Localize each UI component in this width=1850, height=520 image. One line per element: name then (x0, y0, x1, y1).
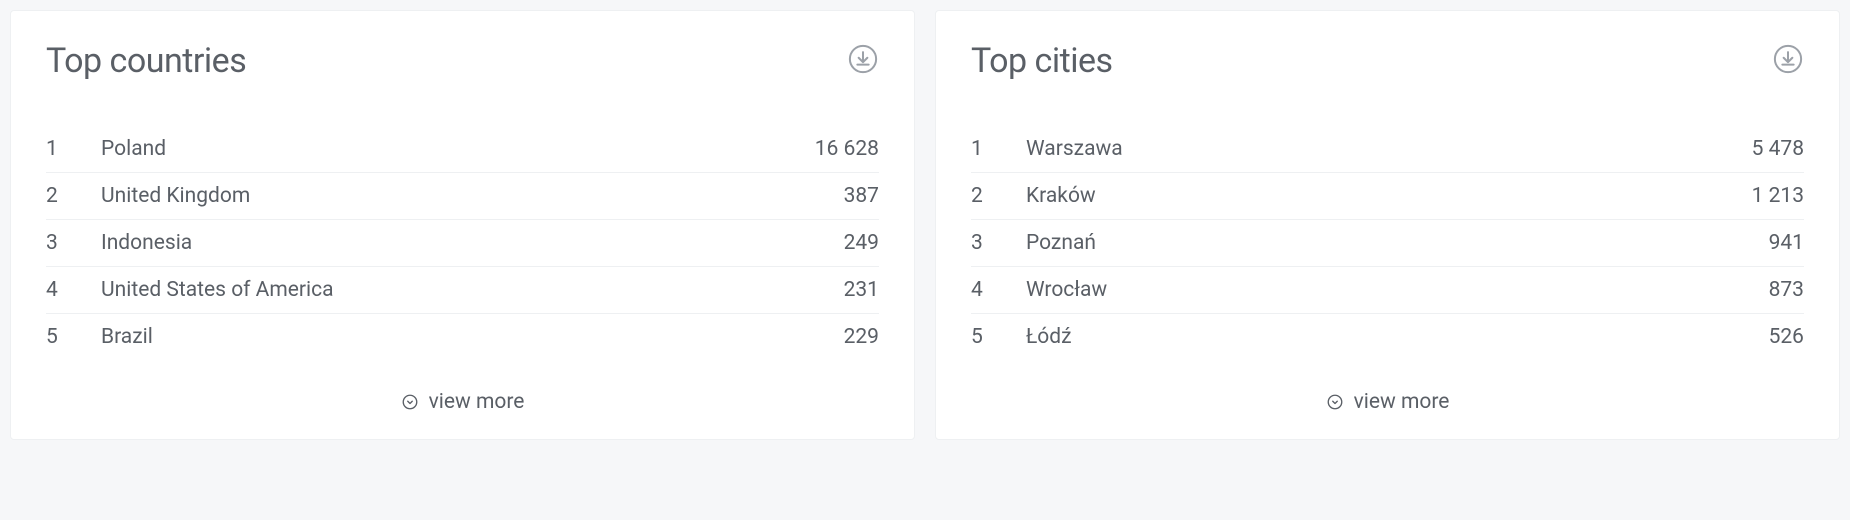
top-cities-panel: Top cities 1 Warszawa 5 478 2 Kraków (935, 10, 1840, 440)
download-icon (848, 44, 878, 78)
rank: 3 (971, 231, 1026, 255)
count: 229 (844, 325, 879, 349)
count: 16 628 (815, 137, 879, 161)
download-button[interactable] (847, 45, 879, 77)
countries-rows: 1 Poland 16 628 2 United Kingdom 387 3 I… (46, 126, 879, 360)
expand-icon (1326, 393, 1344, 411)
table-row: 3 Indonesia 249 (46, 220, 879, 267)
cities-rows: 1 Warszawa 5 478 2 Kraków 1 213 3 Poznań… (971, 126, 1804, 360)
expand-icon (401, 393, 419, 411)
top-countries-panel: Top countries 1 Poland 16 628 2 Unit (10, 10, 915, 440)
panel-header: Top cities (971, 41, 1804, 81)
country-name: Indonesia (101, 231, 844, 255)
country-name: Brazil (101, 325, 844, 349)
count: 1 213 (1752, 184, 1804, 208)
count: 249 (844, 231, 879, 255)
table-row: 1 Warszawa 5 478 (971, 126, 1804, 173)
view-more-label: view more (1354, 390, 1450, 414)
view-more-button[interactable]: view more (971, 390, 1804, 414)
count: 526 (1769, 325, 1804, 349)
table-row: 1 Poland 16 628 (46, 126, 879, 173)
count: 231 (844, 278, 879, 302)
rank: 4 (46, 278, 101, 302)
city-name: Warszawa (1026, 137, 1752, 161)
view-more-button[interactable]: view more (46, 390, 879, 414)
panel-title: Top cities (971, 41, 1113, 81)
city-name: Kraków (1026, 184, 1752, 208)
country-name: United Kingdom (101, 184, 844, 208)
count: 5 478 (1752, 137, 1804, 161)
download-icon (1773, 44, 1803, 78)
panel-header: Top countries (46, 41, 879, 81)
country-name: Poland (101, 137, 815, 161)
city-name: Wrocław (1026, 278, 1769, 302)
table-row: 2 Kraków 1 213 (971, 173, 1804, 220)
rank: 4 (971, 278, 1026, 302)
rank: 1 (971, 137, 1026, 161)
table-row: 2 United Kingdom 387 (46, 173, 879, 220)
count: 941 (1769, 231, 1804, 255)
table-row: 3 Poznań 941 (971, 220, 1804, 267)
panel-title: Top countries (46, 41, 246, 81)
rank: 2 (971, 184, 1026, 208)
rank: 5 (971, 325, 1026, 349)
panels-container: Top countries 1 Poland 16 628 2 Unit (10, 10, 1840, 440)
count: 387 (844, 184, 879, 208)
country-name: United States of America (101, 278, 844, 302)
city-name: Poznań (1026, 231, 1769, 255)
view-more-label: view more (429, 390, 525, 414)
rank: 1 (46, 137, 101, 161)
count: 873 (1769, 278, 1804, 302)
table-row: 5 Brazil 229 (46, 314, 879, 360)
download-button[interactable] (1772, 45, 1804, 77)
rank: 2 (46, 184, 101, 208)
rank: 3 (46, 231, 101, 255)
rank: 5 (46, 325, 101, 349)
table-row: 5 Łódź 526 (971, 314, 1804, 360)
table-row: 4 Wrocław 873 (971, 267, 1804, 314)
city-name: Łódź (1026, 325, 1769, 349)
table-row: 4 United States of America 231 (46, 267, 879, 314)
